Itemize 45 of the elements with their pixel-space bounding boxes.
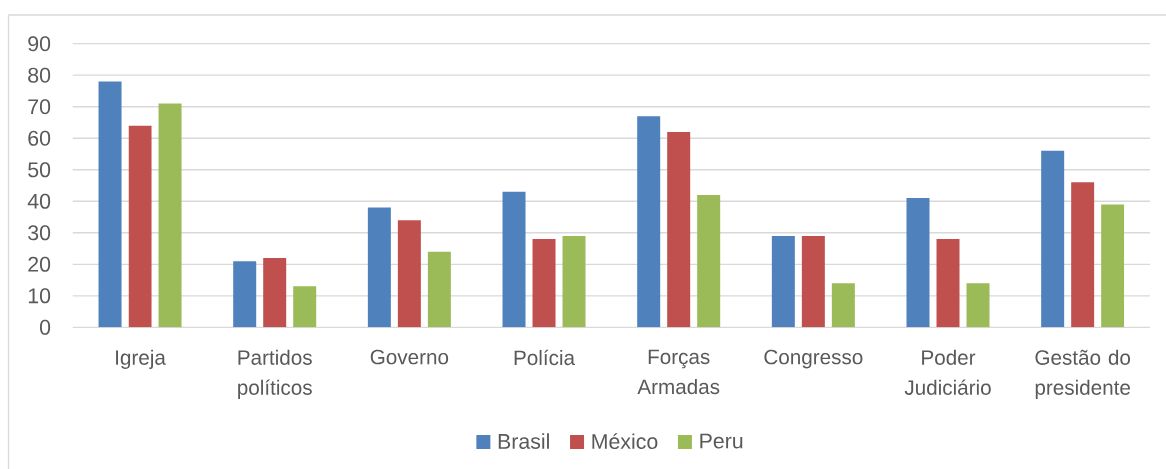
bar — [801, 235, 825, 328]
bar — [293, 286, 317, 328]
bar — [1041, 150, 1065, 328]
y-tick-label: 80 — [28, 67, 51, 83]
bar — [966, 283, 990, 328]
y-tick-label: 60 — [28, 130, 51, 146]
x-tick-label: Gestão do presidente — [1035, 349, 1131, 399]
bar — [128, 125, 152, 328]
x-tick-label: Igreja — [116, 349, 166, 369]
legend-label: Peru — [700, 433, 743, 449]
bar — [637, 116, 661, 328]
bar — [1101, 204, 1125, 328]
bar — [771, 235, 795, 328]
bar — [906, 198, 930, 328]
bar — [233, 261, 257, 328]
bar — [367, 207, 391, 328]
y-tick-label: 50 — [28, 162, 51, 178]
y-tick-label: 20 — [28, 256, 51, 272]
bar — [831, 283, 855, 328]
y-tick-label: 70 — [28, 99, 51, 115]
bar — [158, 103, 182, 328]
x-tick-label: Forças Armadas — [637, 349, 720, 395]
x-tick-label: Congresso — [764, 349, 863, 369]
bar — [397, 220, 421, 328]
legend-label: Brasil — [498, 433, 549, 449]
bar — [936, 239, 960, 328]
y-tick-label: 0 — [39, 319, 51, 335]
bar — [502, 191, 526, 328]
x-tick-label: Poder Judiciário — [904, 349, 991, 395]
bar — [697, 194, 721, 328]
y-tick-label: 90 — [28, 36, 51, 52]
bar — [263, 257, 287, 328]
bar — [98, 81, 122, 328]
x-tick-label: Polícia — [514, 349, 576, 366]
y-tick-label: 30 — [28, 225, 51, 241]
bar — [562, 235, 586, 328]
bar — [532, 239, 556, 328]
x-tick-label: Partidos políticos — [238, 349, 312, 399]
y-tick-label: 40 — [27, 193, 51, 209]
bar — [1071, 182, 1095, 328]
x-tick-label: Governo — [370, 349, 449, 365]
bar — [667, 131, 691, 328]
y-tick-label: 10 — [28, 288, 51, 304]
bar — [427, 251, 451, 328]
legend-label: México — [592, 433, 658, 450]
